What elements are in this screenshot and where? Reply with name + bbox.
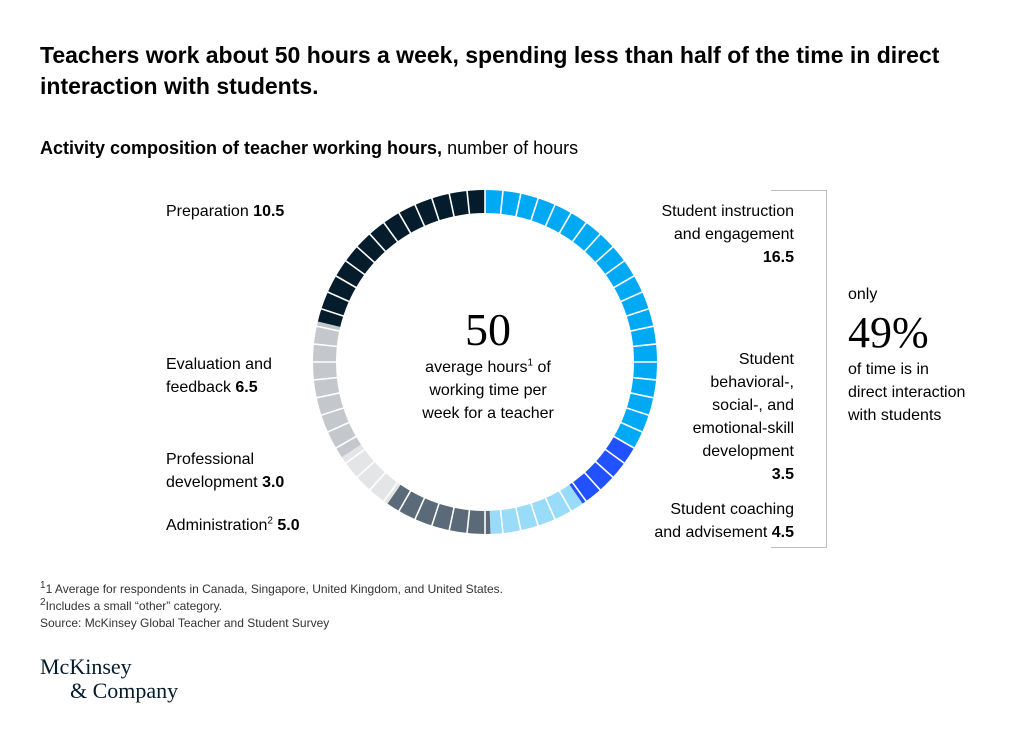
ring-divider xyxy=(413,202,426,229)
ring-divider xyxy=(367,232,388,254)
slice-instruction xyxy=(485,190,657,448)
center-line3: week for a teacher xyxy=(422,405,554,422)
ring-divider xyxy=(466,508,471,536)
ring-divider xyxy=(448,505,456,533)
slice-behavioral xyxy=(569,436,634,504)
ring-divider xyxy=(325,421,352,434)
ring-divider xyxy=(570,220,588,244)
ring-divider xyxy=(413,495,426,522)
value-student-behavioral: 3.5 xyxy=(771,466,794,483)
ring-divider xyxy=(593,459,615,480)
ring-divider xyxy=(628,391,656,399)
ring-divider xyxy=(593,244,615,265)
value-administration: 5.0 xyxy=(277,517,300,534)
ring-divider xyxy=(631,343,659,348)
center-line2: working time per xyxy=(429,382,547,399)
ring-divider xyxy=(582,470,603,492)
ring-divider xyxy=(314,391,342,399)
slice-coaching xyxy=(489,484,583,534)
ring-divider xyxy=(333,274,359,290)
logo-line2: & Company xyxy=(70,678,179,703)
subtitle-bold: Activity composition of teacher working … xyxy=(40,138,443,158)
ring-divider xyxy=(343,259,367,277)
ring-divider xyxy=(355,459,377,480)
center-total: 50 average hours1 of working time per we… xyxy=(400,304,576,425)
ring-divider xyxy=(618,421,645,434)
ring-divider xyxy=(557,488,573,514)
ring-divider xyxy=(544,202,557,229)
label-evaluation: Evaluation and feedback 6.5 xyxy=(166,356,272,396)
ring-divider xyxy=(529,501,540,528)
ring-divider xyxy=(514,191,522,219)
ring-divider xyxy=(333,434,359,450)
footnote-ref-2: 2 xyxy=(267,515,273,527)
ring-divider xyxy=(557,210,573,236)
ring-divider xyxy=(325,290,352,303)
ring-divider xyxy=(314,325,342,333)
ring-divider xyxy=(499,508,504,536)
ring-divider xyxy=(618,290,645,303)
footnote-2: 2Includes a small “other” category. xyxy=(40,597,223,614)
ring-divider xyxy=(628,325,656,333)
label-preparation: Preparation 10.5 xyxy=(166,203,285,220)
slice-professional-development xyxy=(341,444,401,504)
label-student-coaching: Student coaching and advisement 4.5 xyxy=(654,501,794,541)
callout-percent: 49% xyxy=(848,308,929,357)
ring-divider xyxy=(382,480,400,504)
footnote-ref-1: 1 xyxy=(527,357,534,369)
ring-divider xyxy=(631,376,659,381)
source-note: Source: McKinsey Global Teacher and Stud… xyxy=(40,616,330,630)
ring-divider xyxy=(430,501,441,528)
chart-subtitle: Activity composition of teacher working … xyxy=(40,136,578,160)
ring-divider xyxy=(611,434,637,450)
label-administration: Administration2 5.0 xyxy=(166,515,300,534)
value-student-instruction: 16.5 xyxy=(762,249,794,266)
label-professional-development: Professional development 3.0 xyxy=(166,451,285,491)
label-student-behavioral: Student behavioral-, social-, and emotio… xyxy=(692,351,794,483)
logo-line1: McKinsey xyxy=(40,654,132,679)
ring-divider xyxy=(570,480,588,504)
ring-divider xyxy=(529,196,540,223)
ring-divider xyxy=(624,307,651,318)
subtitle-unit: number of hours xyxy=(447,138,579,158)
direct-interaction-bracket xyxy=(771,190,827,548)
ring-divider xyxy=(367,470,388,492)
chart-title: Teachers work about 50 hours a week, spe… xyxy=(40,42,940,99)
ring-divider xyxy=(343,447,367,465)
ring-divider xyxy=(448,191,456,219)
ring-divider xyxy=(603,447,627,465)
footnotes: 11 Average for respondents in Canada, Si… xyxy=(40,581,503,632)
ring-divider xyxy=(466,188,471,216)
mckinsey-logo: McKinsey & Company xyxy=(40,655,178,703)
footnote-1: 11 Average for respondents in Canada, Si… xyxy=(40,580,503,597)
center-line1-after: of xyxy=(533,359,551,376)
ring-divider xyxy=(514,505,522,533)
callout-only: only xyxy=(848,286,878,303)
ring-divider xyxy=(397,210,413,236)
value-preparation: 10.5 xyxy=(253,203,285,220)
direct-interaction-callout: only 49% of time is in direct interactio… xyxy=(848,283,1008,427)
label-student-instruction: Student instruction and engagement 16.5 xyxy=(661,203,794,266)
ring-divider xyxy=(311,343,339,348)
ring-divider xyxy=(382,220,400,244)
ring-divider xyxy=(311,376,339,381)
ring-divider xyxy=(355,244,377,265)
value-professional-development: 3.0 xyxy=(262,474,285,491)
ring-divider xyxy=(611,274,637,290)
ring-divider xyxy=(544,495,557,522)
ring-divider xyxy=(319,406,346,417)
total-hours-value: 50 xyxy=(465,304,511,355)
ring-divider xyxy=(582,232,603,254)
value-evaluation: 6.5 xyxy=(235,379,258,396)
value-student-coaching: 4.5 xyxy=(771,524,794,541)
ring-divider xyxy=(397,488,413,514)
ring-divider xyxy=(603,259,627,277)
ring-divider xyxy=(499,188,504,216)
slice-administration xyxy=(387,484,491,534)
center-line1: average hours xyxy=(425,359,528,376)
ring-divider xyxy=(624,406,651,417)
ring-divider xyxy=(430,196,441,223)
ring-divider xyxy=(319,307,346,318)
